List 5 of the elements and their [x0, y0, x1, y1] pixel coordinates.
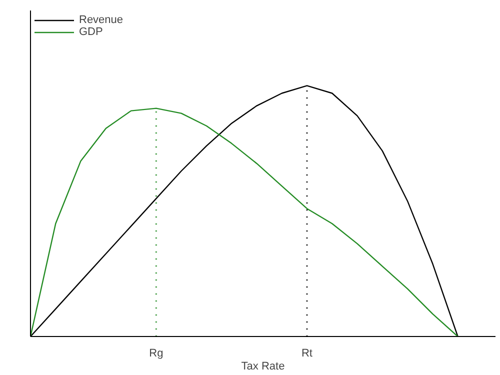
x-axis-title: Tax Rate [241, 360, 285, 372]
legend-label: GDP [79, 26, 103, 38]
x-tick-label: Rt [301, 348, 312, 360]
legend-label: Revenue [79, 14, 124, 26]
x-tick-label: Rg [149, 348, 164, 360]
